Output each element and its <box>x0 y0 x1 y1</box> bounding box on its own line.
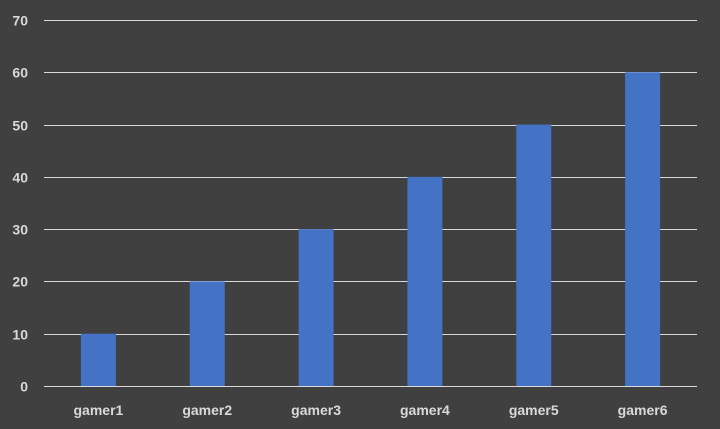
x-tick-label: gamer1 <box>74 402 124 418</box>
x-tick-label: gamer5 <box>509 402 559 418</box>
bar-gamer1 <box>80 333 116 386</box>
y-tick-label: 50 <box>12 118 28 134</box>
y-axis-tick-labels: 0 10 20 30 40 50 60 70 <box>12 13 28 395</box>
bar-gamer2 <box>189 281 225 386</box>
x-tick-label: gamer2 <box>182 402 232 418</box>
y-tick-label: 10 <box>12 327 28 343</box>
bar-gamer5 <box>516 124 552 387</box>
bar-gamer4 <box>407 176 443 386</box>
bars <box>44 72 697 387</box>
x-tick-label: gamer4 <box>400 402 450 418</box>
x-tick-label: gamer6 <box>618 402 668 418</box>
y-tick-label: 60 <box>12 65 28 81</box>
bar-gamer6 <box>625 72 661 387</box>
x-axis-tick-labels: gamer1 gamer2 gamer3 gamer4 gamer5 gamer6 <box>74 402 668 418</box>
y-tick-label: 40 <box>12 170 28 186</box>
y-tick-label: 30 <box>12 222 28 238</box>
gridlines <box>44 20 697 387</box>
x-tick-label: gamer3 <box>291 402 341 418</box>
y-tick-label: 70 <box>12 13 28 29</box>
y-tick-label: 0 <box>20 379 28 395</box>
y-tick-label: 20 <box>12 274 28 290</box>
bar-gamer3 <box>298 229 334 386</box>
